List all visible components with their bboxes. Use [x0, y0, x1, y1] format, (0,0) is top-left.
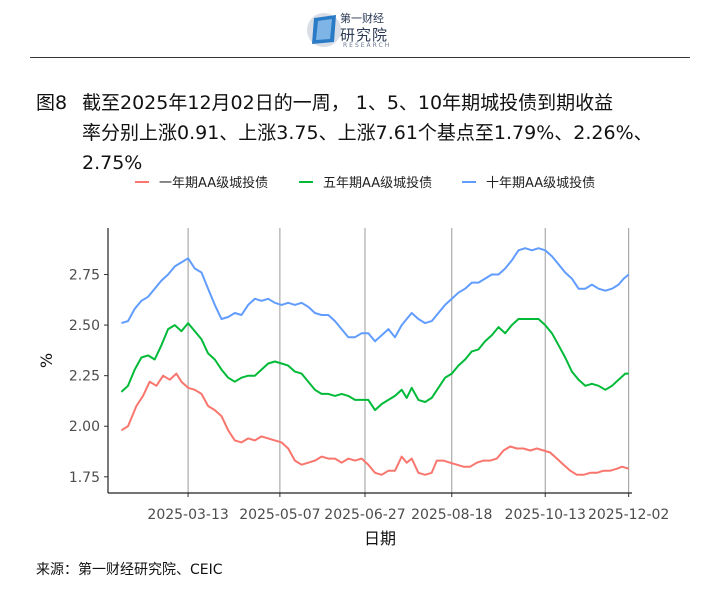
logo-text-main: 研究院 [340, 26, 389, 44]
figure-title-line-3: 2.75% [82, 152, 143, 174]
y-tick-label: 1.75 [69, 470, 100, 486]
research-institute-logo [307, 13, 341, 47]
chart-axes: 2025-03-13 2025-05-07 2025-06-27 2025-08-18… [37, 228, 669, 548]
y-tick-label: 2.50 [69, 318, 100, 334]
series-line [120, 372, 629, 476]
x-tick-label: 2025-06-27 [324, 507, 405, 523]
header-divider [30, 57, 690, 58]
figure-title-line-1: 图8 截至2025年12月02日的一周， 1、5、10年期城投债到期收益 [36, 88, 686, 118]
y-tick-label: 2.00 [69, 419, 100, 435]
series-line [121, 247, 630, 343]
logo-book-highlight [316, 19, 332, 40]
x-tick-label: 2025-08-18 [411, 507, 492, 523]
legend-label: 十年期AA级城投债 [486, 175, 595, 191]
logo-text-small: 第一财经 [340, 12, 384, 25]
chart-series-lines [120, 247, 630, 476]
y-tick-label: 2.25 [69, 369, 100, 385]
chart-gridlines [187, 228, 630, 493]
figure-title: 图8 截至2025年12月02日的一周， 1、5、10年期城投债到期收益 率分别上… [36, 88, 686, 178]
y-axis-title: % [37, 353, 56, 368]
x-tick-label: 2025-12-02 [588, 507, 669, 523]
x-tick-label: 2025-05-07 [239, 507, 320, 523]
source-note: 来源：第一财经研究院、CEIC [36, 562, 223, 578]
x-axis-title: 日期 [364, 529, 396, 548]
figure-title-line-2: 率分别上涨0.91、上涨3.75、上涨7.61个基点至1.79%、2.26%、 [82, 122, 653, 144]
figure-number: 图8 [36, 92, 68, 114]
legend-label: 五年期AA级城投债 [323, 175, 432, 191]
figure-title-text-1: 截至2025年12月02日的一周， 1、5、10年期城投债到期收益 [82, 92, 614, 114]
x-tick-label: 2025-03-13 [147, 507, 228, 523]
chart-legend: 一年期AA级城投债 五年期AA级城投债 十年期AA级城投债 [135, 175, 595, 191]
x-tick-label: 2025-10-13 [505, 507, 586, 523]
series-line [120, 318, 629, 412]
logo-text-english: RESEARCH [343, 42, 392, 49]
y-tick-label: 2.75 [69, 268, 100, 284]
legend-label: 一年期AA级城投债 [159, 175, 268, 191]
